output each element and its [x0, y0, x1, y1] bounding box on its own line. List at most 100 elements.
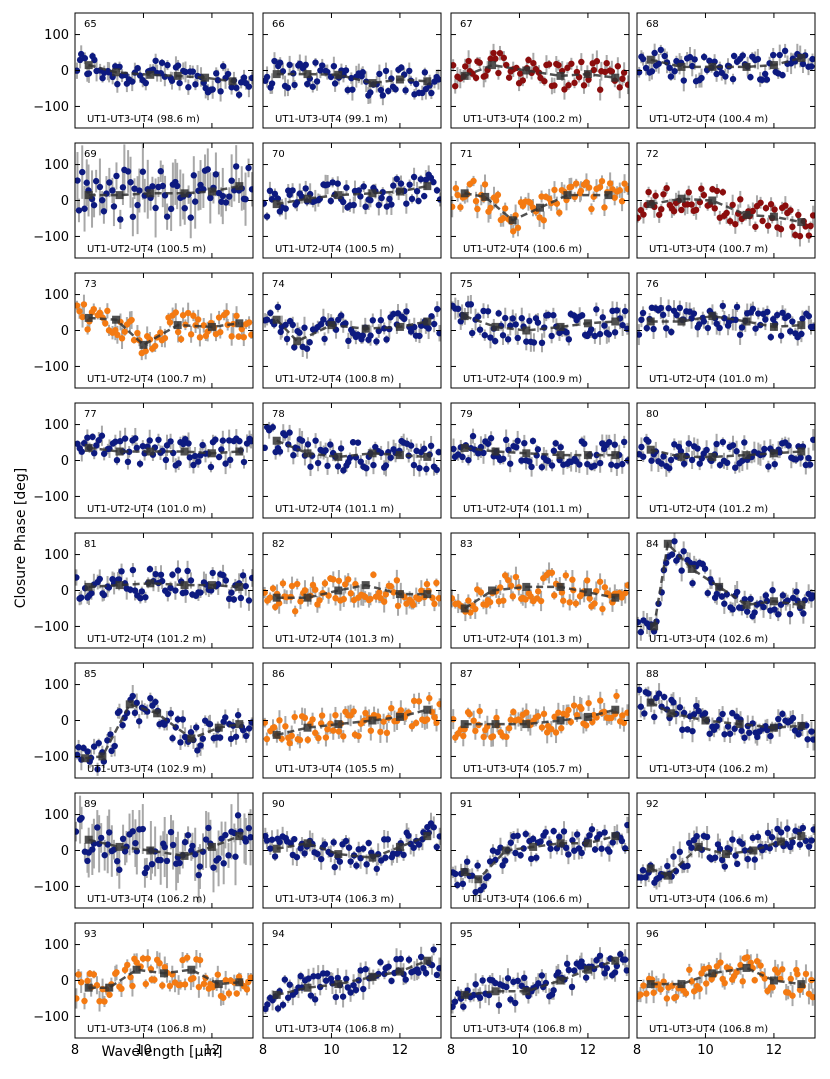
data-point: [485, 308, 491, 314]
data-point: [523, 831, 529, 837]
data-point: [157, 857, 163, 863]
data-point: [588, 206, 594, 212]
data-point: [161, 844, 167, 850]
data-point: [152, 58, 158, 64]
model-marker: [584, 319, 592, 327]
data-point: [547, 846, 553, 852]
data-point: [500, 456, 506, 462]
data-point: [510, 593, 516, 599]
data-point: [221, 860, 227, 866]
data-point: [213, 171, 219, 177]
data-point: [485, 873, 491, 879]
model-marker: [293, 337, 301, 345]
data-point: [152, 343, 158, 349]
data-point: [576, 461, 582, 467]
data-point: [492, 56, 498, 62]
baseline-label: UT1-UT3-UT4 (105.7 m): [463, 764, 582, 775]
model-marker: [146, 847, 154, 855]
data-point: [782, 48, 788, 54]
data-point: [178, 336, 184, 342]
data-point: [184, 954, 190, 960]
data-point: [140, 169, 146, 175]
x-tick-label: 12: [392, 1043, 409, 1058]
data-point: [238, 595, 244, 601]
data-point: [134, 65, 140, 71]
data-point: [476, 60, 482, 66]
model-marker: [797, 722, 805, 730]
data-point: [99, 197, 105, 203]
data-point: [388, 583, 394, 589]
data-point: [619, 198, 625, 204]
data-point: [732, 221, 738, 227]
model-marker: [647, 699, 655, 707]
data-point: [169, 735, 175, 741]
data-point: [762, 316, 768, 322]
data-point: [723, 210, 729, 216]
data-point: [694, 833, 700, 839]
model-marker: [235, 978, 243, 986]
data-point: [551, 82, 557, 88]
data-point: [149, 183, 155, 189]
data-point: [264, 1001, 270, 1007]
data-point: [495, 70, 501, 76]
model-marker: [563, 191, 571, 199]
data-point: [360, 69, 366, 75]
y-tick-label: 0: [61, 454, 69, 469]
model-marker: [461, 189, 469, 197]
data-point: [472, 728, 478, 734]
data-point: [159, 982, 165, 988]
model-marker: [235, 583, 243, 591]
model-marker: [235, 182, 243, 190]
baseline-label: UT1-UT3-UT4 (106.2 m): [87, 894, 206, 905]
data-point: [571, 702, 577, 708]
data-point: [502, 315, 508, 321]
data-point: [462, 63, 468, 69]
data-point: [192, 198, 198, 204]
panel-number: 85: [84, 669, 97, 680]
data-point: [569, 577, 575, 583]
data-point: [771, 206, 777, 212]
data-point: [129, 983, 135, 989]
model-marker: [369, 717, 377, 725]
data-point: [594, 58, 600, 64]
data-point: [246, 83, 252, 89]
data-point: [670, 699, 676, 705]
data-point: [164, 62, 170, 68]
data-point: [374, 866, 380, 872]
data-point: [730, 76, 736, 82]
x-tick-label: 10: [323, 1043, 340, 1058]
model-marker: [557, 451, 565, 459]
data-point: [459, 454, 465, 460]
model-marker: [273, 845, 281, 853]
model-marker: [749, 847, 757, 855]
model-marker: [215, 724, 223, 732]
data-point: [222, 832, 228, 838]
data-point: [330, 576, 336, 582]
data-point: [118, 568, 124, 574]
data-point: [302, 587, 308, 593]
data-point: [537, 838, 543, 844]
data-point: [363, 861, 369, 867]
model-marker: [736, 720, 744, 728]
data-point: [624, 709, 630, 715]
panel-plot-area: [73, 560, 255, 610]
model-marker: [647, 446, 655, 454]
data-point: [290, 322, 296, 328]
panel-plot-area: [74, 426, 254, 474]
y-tick-label: 0: [61, 584, 69, 599]
model-marker: [81, 754, 89, 762]
data-point: [232, 854, 238, 860]
data-point: [385, 88, 391, 94]
data-point: [770, 52, 776, 58]
data-point: [394, 577, 400, 583]
data-point: [79, 448, 85, 454]
data-point: [691, 310, 697, 316]
x-tick-label: 8: [259, 1043, 267, 1058]
model-marker: [273, 316, 281, 324]
data-point: [228, 333, 234, 339]
data-point: [513, 574, 519, 580]
data-point: [597, 697, 603, 703]
baseline-label: UT1-UT2-UT4 (100.5 m): [275, 244, 394, 255]
